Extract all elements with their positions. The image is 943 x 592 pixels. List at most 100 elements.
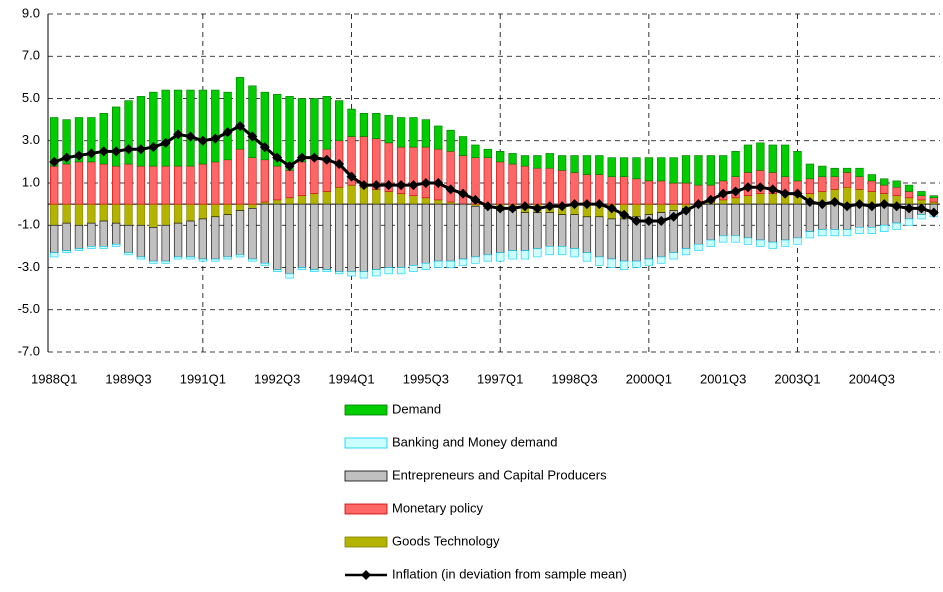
marker	[61, 152, 72, 163]
marker	[742, 182, 753, 193]
bar-segment	[186, 89, 195, 167]
bar-segment	[149, 91, 158, 167]
bar-segment	[669, 252, 678, 260]
bar-segment	[211, 89, 220, 163]
bar-segment	[186, 256, 195, 260]
marker	[111, 146, 122, 157]
marker	[135, 144, 146, 155]
bar-segment	[471, 205, 480, 258]
bar-segment	[322, 191, 331, 205]
bar-segment	[607, 258, 616, 268]
bar-segment	[235, 203, 245, 211]
bar-segment	[223, 256, 232, 260]
legend-swatch	[344, 503, 388, 515]
bar-segment	[248, 258, 257, 262]
bar-segment	[768, 193, 777, 205]
bar-segment	[235, 210, 245, 256]
marker	[396, 180, 407, 191]
marker	[668, 211, 679, 222]
bar-segment	[929, 197, 938, 203]
bar-segment	[347, 108, 356, 137]
bar-segment	[359, 136, 369, 188]
bar-segment	[892, 180, 901, 188]
bar-segment	[334, 186, 344, 205]
bar-segment	[62, 203, 71, 224]
bar-segment	[74, 117, 84, 163]
bar-segment	[409, 117, 418, 148]
bar-segment	[471, 256, 480, 264]
y-tick-label: -5.0	[18, 301, 40, 316]
marker	[321, 154, 332, 165]
marker	[272, 152, 283, 163]
bar-segment	[186, 165, 195, 205]
bar-segment	[768, 144, 777, 173]
bar-segment	[731, 151, 740, 177]
marker	[433, 178, 444, 188]
bar-segment	[173, 165, 183, 205]
bar-segment	[248, 208, 257, 260]
bar-segment	[545, 153, 554, 169]
bar-segment	[867, 180, 877, 192]
bar-segment	[260, 262, 269, 266]
bar-segment	[545, 167, 554, 205]
bar-segment	[99, 220, 108, 247]
bar-segment	[434, 125, 443, 150]
marker	[197, 135, 208, 146]
bar-segment	[111, 106, 121, 167]
bar-segment	[235, 254, 245, 258]
x-tick-label: 2000Q1	[626, 371, 672, 386]
bar-segment	[756, 239, 765, 247]
marker	[49, 156, 60, 167]
bar-segment	[87, 246, 96, 249]
y-tick-label: 1.0	[22, 174, 40, 189]
bar-segment	[334, 100, 344, 142]
bar-segment	[74, 248, 84, 251]
marker	[569, 199, 580, 210]
marker	[247, 131, 258, 142]
bar-segment	[260, 201, 269, 205]
bar-segment	[273, 93, 282, 167]
bar-segment	[793, 151, 802, 182]
bar-segment	[917, 191, 926, 196]
bar-segment	[149, 227, 158, 262]
legend-swatch	[344, 437, 388, 449]
marker	[891, 201, 902, 212]
bar-segment	[334, 203, 344, 273]
bar-segment	[111, 243, 121, 247]
bar-segment	[719, 199, 728, 205]
bar-segment	[644, 180, 654, 205]
marker	[346, 171, 357, 182]
marker	[594, 199, 605, 210]
legend-label: Goods Technology	[392, 533, 500, 548]
marker	[854, 199, 865, 210]
bar-segment	[409, 203, 418, 266]
bar-segment	[842, 229, 852, 237]
bar-segment	[136, 165, 146, 205]
marker	[259, 142, 270, 153]
bar-segment	[657, 256, 666, 264]
bar-segment	[124, 224, 133, 254]
bar-segment	[421, 203, 431, 264]
bar-segment	[211, 216, 220, 260]
bar-segment	[818, 165, 827, 177]
legend-swatch	[344, 470, 388, 482]
bar-segment	[111, 165, 121, 205]
bar-segment	[297, 161, 307, 196]
bar-segment	[830, 203, 839, 230]
bar-segment	[681, 182, 691, 205]
bar-segment	[607, 157, 616, 177]
bar-segment	[929, 201, 938, 205]
bar-segment	[285, 273, 294, 279]
marker	[904, 203, 915, 214]
marker	[780, 188, 791, 199]
bar-segment	[780, 144, 790, 177]
y-tick-label: 5.0	[22, 90, 40, 105]
bar-segment	[582, 252, 592, 262]
bar-segment	[582, 155, 592, 175]
marker	[383, 180, 394, 191]
x-tick-label: 1995Q3	[403, 371, 449, 386]
bar-segment	[533, 155, 542, 169]
bar-segment	[161, 165, 170, 205]
bar-segment	[508, 210, 517, 251]
